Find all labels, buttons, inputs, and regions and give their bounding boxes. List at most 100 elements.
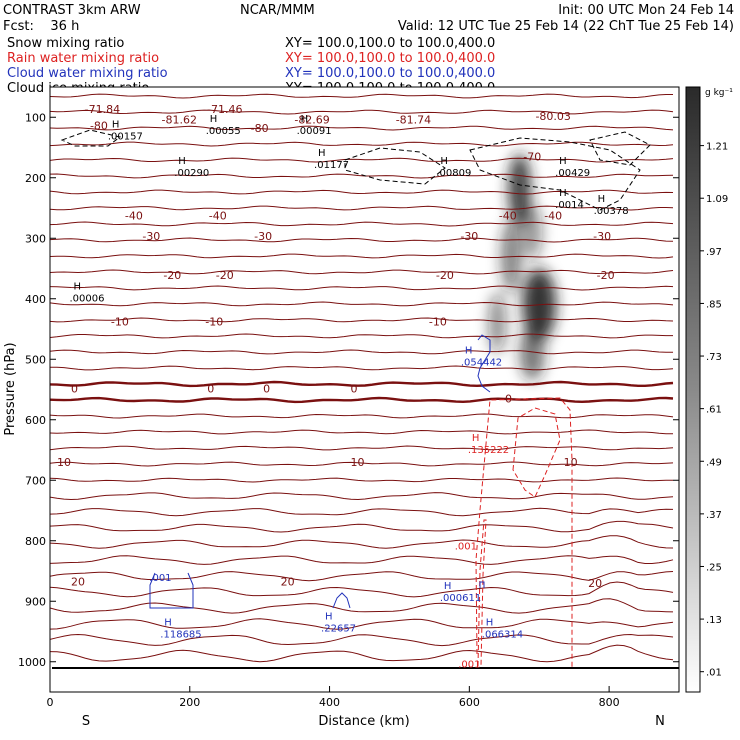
isotherm-label-29: 10 (57, 456, 71, 469)
legend-rain-name: Rain water mixing ratio (7, 51, 159, 66)
isotherm-line-0 (50, 93, 673, 99)
maximum-h-letter: H (486, 618, 494, 629)
maximum-h-letter: H (318, 148, 326, 159)
colorbar-gradient (685, 86, 701, 693)
isotherm-label-14: -30 (254, 230, 272, 243)
maximum-marker-9: H.00006 (69, 282, 104, 305)
maximum-marker-5: H.00809 (436, 156, 471, 179)
isotherm-label-33: 20 (281, 575, 295, 588)
maximum-value: .00378 (594, 206, 629, 217)
contour-label-1: .001 (455, 542, 477, 553)
maximum-marker-13: H.22657 (321, 611, 356, 634)
maximum-h-letter: H (472, 433, 480, 444)
isotherm-line-25 (50, 492, 674, 501)
isotherm-line-18 (50, 380, 674, 388)
y-tick-label: 900 (25, 595, 46, 608)
isotherm-line-28 (50, 535, 674, 549)
snow-core-5 (522, 204, 543, 260)
cloud-contour-3 (479, 581, 485, 588)
y-tick-label: 600 (25, 414, 46, 427)
isotherm-line-21 (50, 429, 674, 435)
isotherm-label-21: -10 (111, 316, 129, 329)
colorbar-tick-label: 1.09 (706, 194, 728, 205)
colorbar-tick-label: .49 (706, 457, 722, 468)
isotherm-label-12: -40 (544, 209, 562, 222)
isotherm-label-8: -70 (523, 151, 541, 164)
isotherm-label-17: -20 (163, 269, 181, 282)
maximum-marker-0: H.00157 (108, 120, 143, 143)
maximum-h-letter: H (301, 114, 309, 125)
header: CONTRAST 3km ARW Fcst: 36 h NCAR/MMM Ini… (3, 3, 734, 34)
maximum-value: .00091 (297, 126, 332, 137)
isotherm-line-15 (50, 333, 673, 339)
maximum-value: .00055 (206, 126, 241, 137)
isotherm-label-9: -40 (125, 209, 143, 222)
isotherm-line-12 (50, 285, 674, 291)
isotherm-label-5: -80.03 (535, 110, 570, 123)
maximum-h-letter: H (112, 120, 120, 131)
isotherm-label-27: 0 (351, 382, 358, 395)
maximum-value: .054442 (461, 357, 502, 368)
header-title: CONTRAST 3km ARW (3, 3, 141, 18)
header-forecast: Fcst: 36 h (3, 19, 79, 34)
isotherm-line-20 (50, 413, 674, 419)
plot-frame (49, 86, 680, 693)
ice-contour-0 (60, 129, 122, 147)
isotherm-line-32 (50, 598, 674, 614)
maximum-value: .118685 (160, 630, 201, 641)
isotherm-label-16: -30 (593, 230, 611, 243)
isotherm-line-22 (50, 445, 674, 451)
colorbar: 1.21 1.09 .97 .85 .73 .61 .49 .37 .25 .13 .01 g kg… (685, 86, 733, 693)
isotherm-line-35 (50, 644, 674, 663)
colorbar-tick-label: .01 (706, 668, 722, 679)
isotherm-label-31: 10 (564, 456, 578, 469)
y-tick-label: 1000 (18, 656, 46, 669)
isotherm-label-28: 0 (505, 393, 512, 406)
plot-area: -71.84 -71.46 -81.62 -82.69 -81.74 -80.03 -80 -… (49, 86, 680, 693)
rain-contour-1 (512, 407, 561, 498)
isotherm-label-19: -20 (436, 269, 454, 282)
cloud-water-contours (149, 334, 491, 609)
maximum-marker-3: H.00290 (174, 156, 209, 179)
legend-snow-name: Snow mixing ratio (7, 36, 124, 51)
isotherm-line-17 (50, 365, 674, 371)
isotherm-label-25: 0 (207, 382, 214, 395)
colorbar-tick-label: .61 (706, 405, 722, 416)
maximum-h-letter: H (325, 611, 333, 622)
isotherm-label-34: 20 (588, 577, 602, 590)
y-tick-label: 700 (25, 474, 46, 487)
isotherm-line-16 (50, 349, 674, 355)
isotherm-label-15: -30 (460, 230, 478, 243)
colorbar-unit: g kg⁻¹ (705, 88, 733, 98)
colorbar-tick-label: .25 (706, 562, 722, 573)
maximum-value: .0014 (555, 200, 584, 211)
maximum-value: .135222 (468, 445, 509, 456)
isotherm-label-13: -30 (142, 230, 160, 243)
isotherm-label-18: -20 (216, 269, 234, 282)
ice-contour-1 (344, 147, 446, 185)
isotherm-line-27 (50, 520, 674, 533)
colorbar-tick-label: .85 (706, 299, 722, 310)
isotherm-line-7 (50, 205, 674, 211)
maximum-marker-12: H.118685 (160, 618, 201, 641)
maximum-marker-11: H.135222 (468, 433, 509, 456)
legend-cloud-name: Cloud water mixing ratio (7, 66, 168, 81)
isotherm-label-22: -10 (205, 316, 223, 329)
isotherm-label-11: -40 (499, 209, 517, 222)
maximum-value: .00429 (555, 168, 590, 179)
header-init: Init: 00 UTC Mon 24 Feb 14 (558, 3, 734, 18)
x-tick-label: 600 (459, 696, 480, 709)
maximum-marker-6: H.00429 (555, 156, 590, 179)
cloud-contour-0 (149, 572, 194, 609)
header-valid: Valid: 12 UTC Tue 25 Feb 14 (22 ChT Tue … (398, 19, 734, 34)
isotherm-label-1: -71.46 (207, 103, 242, 116)
colorbar-tick-label: .97 (706, 247, 722, 258)
colorbar-tick-label: 1.21 (706, 142, 728, 153)
x-axis-label: Distance (km) (318, 714, 409, 729)
isotherm-line-31 (50, 581, 674, 598)
x-tick-label: 200 (179, 696, 200, 709)
contour-label-2: .001 (458, 660, 480, 671)
isotherm-line-14 (50, 317, 674, 323)
isotherm-label-20: -20 (597, 269, 615, 282)
